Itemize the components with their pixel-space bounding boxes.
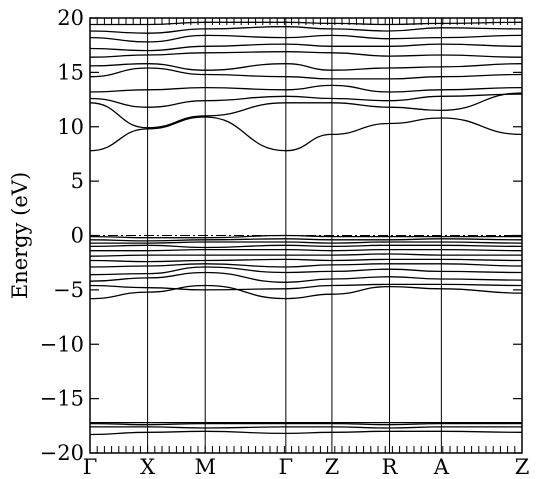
y-tick-label: 15 [57,60,84,84]
band-line [89,43,523,52]
band-line [89,93,523,108]
y-tick-label: −5 [53,278,84,302]
band-line [89,67,523,80]
kpoint-vertical-lines [147,18,442,453]
band-line [89,253,522,257]
x-tick-label: R [382,455,399,479]
x-tick-label: M [194,455,216,479]
x-tick-label: A [433,455,450,479]
band-line [89,34,523,43]
x-tick-label: Z [325,455,340,479]
y-tick-label: 0 [71,224,84,248]
band-line [89,263,523,268]
y-tick-label: −20 [40,441,84,465]
band-line [89,258,523,263]
x-tick-label: Z [515,455,530,479]
band-line [89,92,523,129]
band-line [89,244,523,249]
band-line [89,266,523,276]
y-tick-label: 10 [57,115,84,139]
y-axis-label: Energy (eV) [8,172,32,299]
x-tick-label: X [140,455,155,479]
band-lines [89,21,523,436]
y-tick-label: 5 [71,169,84,193]
y-tick-labels: 20 15 10 5 0 −5 −10 −15 −20 [40,6,84,465]
band-line [89,26,523,34]
band-line [89,426,522,429]
x-tick-label: Γ [279,455,294,479]
band-line [89,116,523,152]
band-line [89,51,523,58]
y-tick-label: −10 [40,332,84,356]
plot-frame [89,17,523,454]
band-line [90,241,523,244]
band-line [89,430,523,436]
y-tick-label: −15 [40,387,84,411]
band-line [90,248,523,252]
band-line [89,63,523,71]
y-tick-label: 20 [57,6,84,30]
band-line [89,422,522,426]
x-tick-label: Γ [83,455,98,479]
band-line [89,84,523,93]
minor-ticks [96,18,516,453]
band-line [89,238,523,242]
